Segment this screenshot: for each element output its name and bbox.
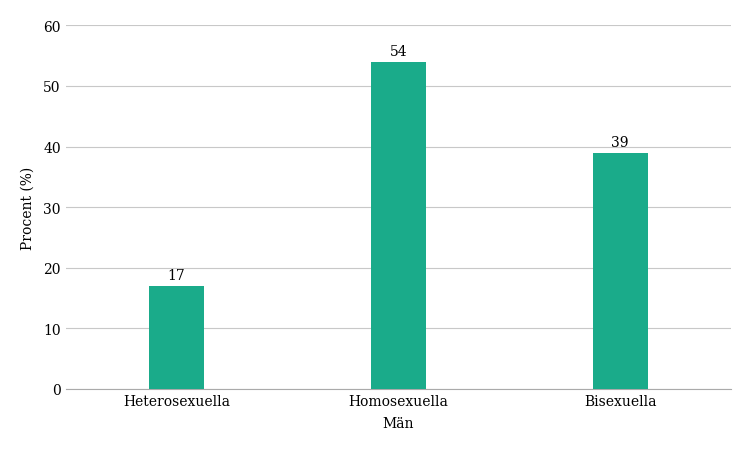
Bar [593,153,648,389]
X-axis label: Män: Män [383,416,414,430]
Text: 54: 54 [390,45,408,59]
Text: 39: 39 [611,136,629,150]
Text: 17: 17 [168,269,186,283]
Y-axis label: Procent (%): Procent (%) [21,166,35,249]
Bar [149,286,205,389]
Bar [371,63,426,389]
